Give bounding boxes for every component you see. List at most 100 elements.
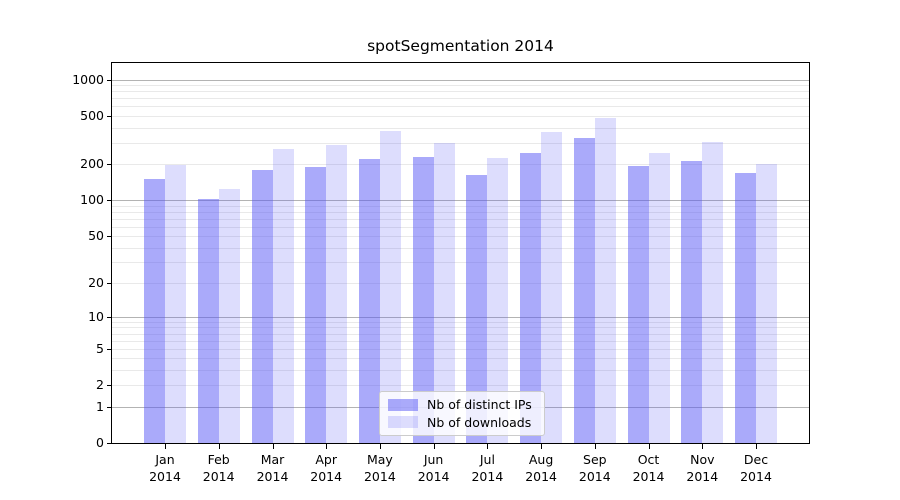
y-tick-label-5: 5 [96, 340, 104, 356]
y-tick-label-20: 20 [88, 274, 104, 290]
bar-distinct-ips-feb [197, 199, 219, 443]
legend-item-distinct-ips: Nb of distinct IPs [388, 396, 536, 414]
legend-swatch-distinct-ips [388, 398, 418, 411]
y-tick-mark-1000 [107, 79, 111, 81]
y-tick-mark-100 [107, 200, 111, 202]
gridline-minor-50 [112, 236, 809, 238]
bar-distinct-ips-mar [251, 169, 273, 443]
x-tick-label-jun: Jun 2014 [417, 452, 450, 484]
x-tick-mark-sep [594, 444, 596, 449]
x-tick-label-apr: Apr 2014 [310, 452, 343, 484]
gridline-minor-30 [112, 262, 809, 264]
gridline-minor-8 [112, 327, 809, 329]
bar-downloads-oct [648, 152, 670, 443]
x-tick-mark-dec [756, 444, 757, 449]
gridline-minor-80 [112, 211, 809, 213]
gridline-minor-70 [112, 218, 809, 220]
y-tick-label-0: 0 [96, 435, 104, 450]
gridline-major-10 [112, 316, 809, 318]
bar-downloads-dec [756, 164, 777, 443]
legend-item-downloads: Nb of downloads [388, 414, 536, 432]
y-tick-label-500: 500 [80, 107, 104, 123]
bar-distinct-ips-nov [681, 160, 703, 443]
y-tick-label-50: 50 [88, 228, 104, 244]
gridline-minor-20 [112, 282, 809, 284]
y-tick-label-2: 2 [96, 377, 104, 393]
x-tick-label-sep: Sep 2014 [578, 452, 611, 484]
gridline-minor-700 [112, 98, 809, 100]
y-tick-mark-5 [107, 348, 111, 350]
gridline-minor-900 [112, 85, 809, 86]
chart-title: spotSegmentation 2014 [367, 37, 554, 55]
bar-distinct-ips-aug [520, 152, 542, 443]
bar-downloads-apr [326, 145, 348, 443]
gridline-minor-300 [112, 142, 809, 144]
y-tick-mark-200 [107, 163, 111, 165]
gridline-major-1000 [112, 79, 809, 81]
bar-downloads-may [379, 131, 401, 443]
bar-distinct-ips-apr [305, 166, 327, 443]
legend-swatch-downloads [388, 416, 418, 429]
y-tick-label-1: 1 [96, 398, 104, 414]
x-tick-label-dec: Dec 2014 [740, 452, 772, 484]
y-tick-mark-0 [107, 443, 111, 444]
y-tick-mark-10 [107, 316, 111, 318]
gridline-minor-60 [112, 226, 809, 228]
x-tick-mark-jul [487, 444, 489, 449]
bar-downloads-jun [433, 142, 455, 443]
y-tick-mark-50 [107, 236, 111, 238]
x-tick-mark-feb [218, 444, 220, 449]
gridline-minor-40 [112, 247, 809, 249]
legend-label-downloads: Nb of downloads [427, 414, 532, 430]
y-tick-mark-1 [107, 406, 111, 408]
x-tick-label-may: May 2014 [363, 452, 396, 484]
x-tick-mark-jun [433, 444, 435, 449]
bar-downloads-mar [272, 148, 294, 443]
bar-downloads-jan [165, 164, 186, 443]
x-tick-mark-aug [541, 444, 543, 449]
bar-downloads-aug [541, 132, 563, 443]
x-tick-mark-may [379, 444, 381, 449]
x-tick-label-jul: Jul 2014 [471, 452, 504, 484]
gridline-minor-2 [112, 385, 809, 387]
gridline-minor-7 [112, 333, 809, 335]
gridline-minor-800 [112, 91, 809, 93]
bar-downloads-jul [487, 158, 509, 443]
y-tick-mark-500 [107, 115, 111, 117]
y-tick-label-200: 200 [80, 155, 104, 171]
bar-downloads-feb [218, 188, 240, 443]
bar-distinct-ips-jun [412, 156, 434, 443]
y-tick-label-100: 100 [80, 192, 104, 208]
y-tick-mark-20 [107, 282, 111, 284]
bar-distinct-ips-sep [573, 137, 595, 443]
x-tick-mark-nov [702, 444, 704, 449]
x-tick-label-nov: Nov 2014 [686, 452, 719, 484]
gridline-minor-9 [112, 321, 809, 323]
x-tick-mark-mar [272, 444, 274, 449]
y-tick-mark-2 [107, 385, 111, 387]
legend-label-distinct-ips: Nb of distinct IPs [427, 397, 532, 413]
x-tick-label-jan: Jan 2014 [149, 452, 181, 484]
gridline-minor-500 [112, 115, 809, 117]
bar-distinct-ips-dec [735, 173, 756, 443]
bar-distinct-ips-oct [627, 166, 649, 443]
bar-distinct-ips-may [358, 159, 380, 443]
gridline-minor-200 [112, 163, 809, 165]
y-tick-label-10: 10 [88, 308, 104, 324]
gridline-minor-3 [112, 370, 809, 372]
bar-downloads-sep [594, 117, 616, 443]
x-tick-label-oct: Oct 2014 [632, 452, 665, 484]
x-tick-label-mar: Mar 2014 [256, 452, 289, 484]
gridline-minor-400 [112, 127, 809, 129]
gridline-minor-4 [112, 358, 809, 360]
x-tick-label-feb: Feb 2014 [202, 452, 235, 484]
gridline-major-100 [112, 200, 809, 202]
x-tick-mark-apr [326, 444, 328, 449]
x-tick-mark-jan [165, 444, 166, 449]
legend: Nb of distinct IPs Nb of downloads [379, 391, 545, 436]
gridline-minor-6 [112, 340, 809, 342]
bar-downloads-nov [702, 142, 724, 443]
gridline-minor-5 [112, 348, 809, 350]
x-tick-mark-oct [648, 444, 650, 449]
